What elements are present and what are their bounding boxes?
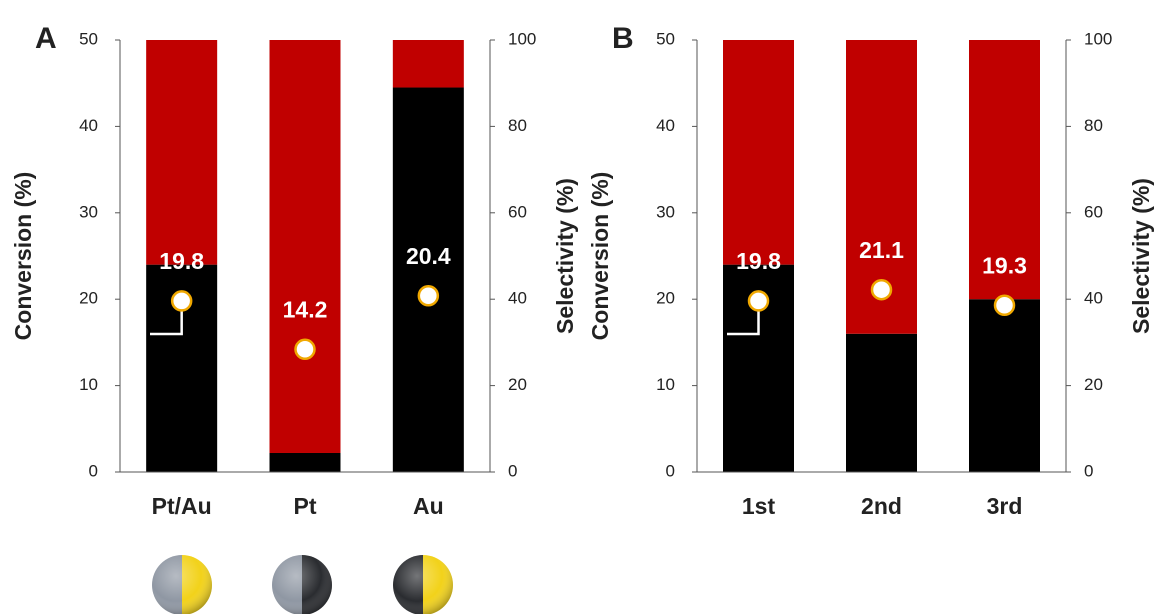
panel-label: B (612, 22, 634, 55)
data-label: 19.8 (159, 248, 204, 274)
panel-label: A (35, 22, 57, 55)
y-tick-label: 20 (79, 289, 98, 308)
y2-tick-label: 40 (1084, 289, 1103, 308)
sphere-au (393, 555, 453, 614)
y2-tick-label: 40 (508, 289, 527, 308)
y-tick-label: 50 (656, 29, 675, 48)
y-tick-label: 40 (79, 116, 98, 135)
axis-arrow (727, 304, 760, 336)
y2-tick-label: 100 (508, 29, 536, 48)
y2-tick-label: 60 (1084, 202, 1103, 221)
y2-tick-label: 0 (508, 461, 517, 480)
conversion-point (294, 338, 316, 361)
y2-tick-label: 20 (508, 375, 527, 394)
bar-segment (392, 40, 464, 88)
data-label: 20.4 (406, 243, 451, 269)
data-label: 21.1 (859, 237, 904, 263)
x-tick-label: 2nd (861, 493, 902, 519)
y-tick-label: 0 (89, 461, 98, 480)
y-tick-label: 30 (656, 202, 675, 221)
data-label: 19.8 (736, 248, 781, 274)
bar-segment (969, 40, 1040, 300)
bar-segment (969, 299, 1040, 472)
y2-axis-label: Selectivity (%) (552, 178, 578, 334)
y2-axis-label: Selectivity (%) (1128, 178, 1154, 334)
axis-arrow-head (138, 328, 146, 340)
bar-segment (723, 40, 794, 265)
y2-tick-label: 80 (508, 116, 527, 135)
data-label: 19.3 (982, 252, 1027, 278)
y-tick-label: 10 (656, 375, 675, 394)
bar-segment (846, 333, 917, 472)
axis-arrow-head (715, 328, 723, 340)
conversion-point (747, 290, 770, 312)
conversion-point (870, 278, 893, 301)
sphere-pt-au (152, 555, 212, 614)
y2-tick-label: 0 (1084, 461, 1093, 480)
y2-tick-label: 80 (1084, 116, 1103, 135)
bar-segment (146, 40, 218, 265)
y2-tick-label: 60 (508, 202, 527, 221)
conversion-point (170, 290, 193, 312)
y-axis-label: Conversion (%) (10, 172, 36, 341)
x-tick-label: 3rd (987, 493, 1023, 519)
y2-tick-label: 20 (1084, 375, 1103, 394)
y-tick-label: 40 (656, 116, 675, 135)
x-tick-label: Au (413, 493, 444, 519)
bar-segment (269, 452, 341, 472)
y-tick-label: 0 (666, 461, 675, 480)
y-tick-label: 10 (79, 375, 98, 394)
y2-tick-label: 100 (1084, 29, 1112, 48)
y-tick-label: 50 (79, 29, 98, 48)
y-tick-label: 20 (656, 289, 675, 308)
y-tick-label: 30 (79, 202, 98, 221)
x-tick-label: 1st (742, 493, 776, 519)
sphere-icons (152, 555, 453, 614)
bar-segment (392, 87, 464, 473)
sphere-pt (272, 555, 332, 614)
bar-segment (269, 40, 341, 453)
data-label: 14.2 (283, 296, 328, 322)
conversion-point (417, 284, 440, 307)
axis-arrow (150, 304, 183, 336)
conversion-point (993, 294, 1016, 316)
x-tick-label: Pt (294, 493, 317, 519)
y-axis-label: Conversion (%) (587, 172, 613, 341)
x-tick-label: Pt/Au (152, 493, 212, 519)
